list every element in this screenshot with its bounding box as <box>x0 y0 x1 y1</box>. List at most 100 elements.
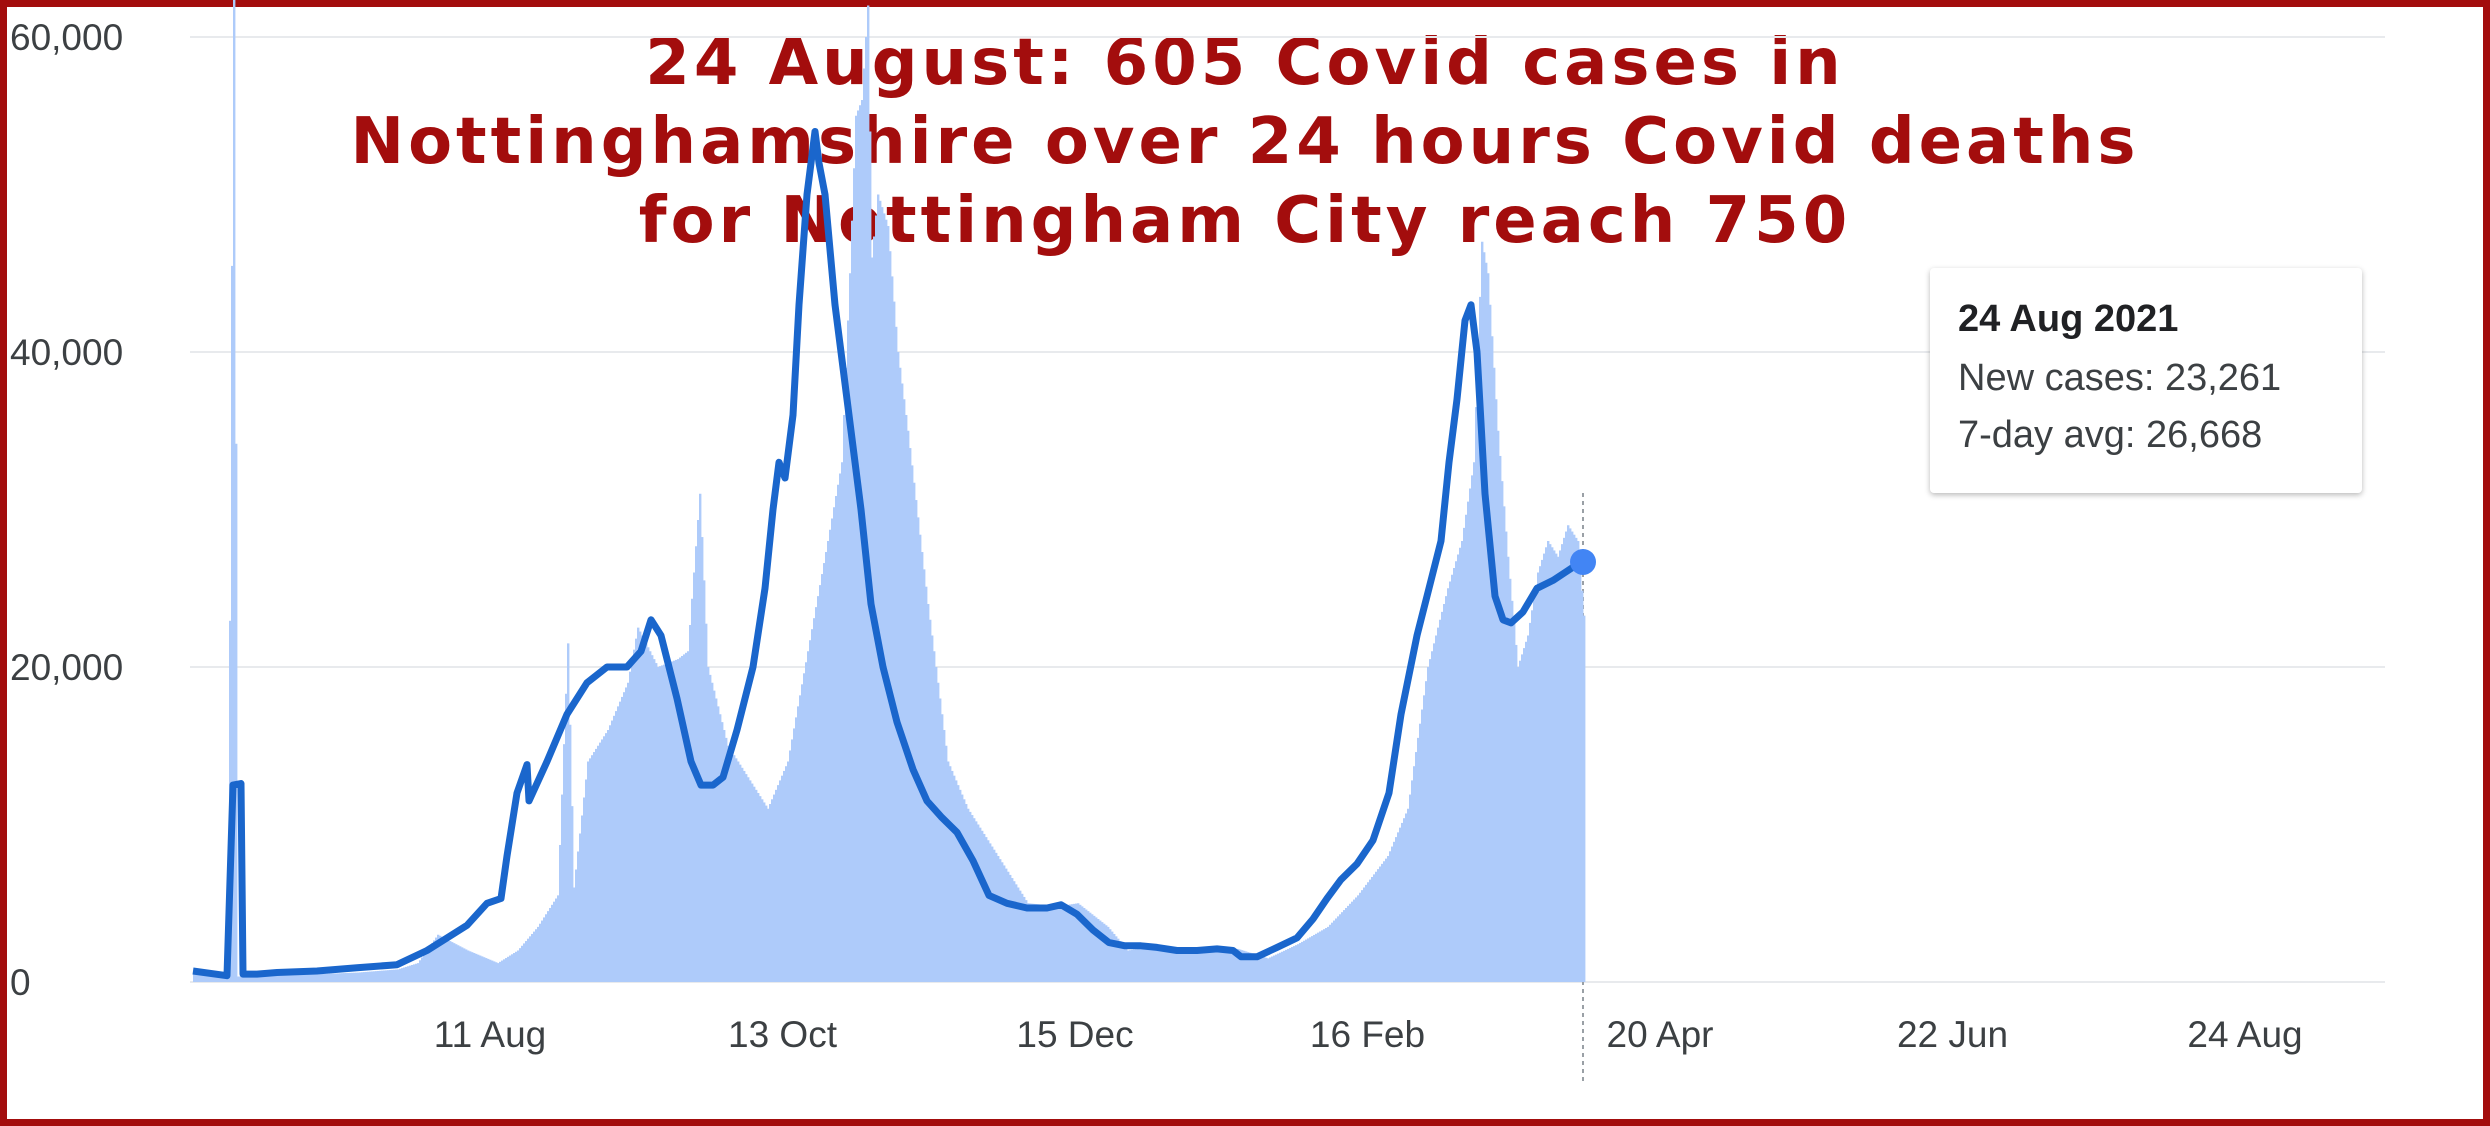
bar-day-97 <box>311 974 314 982</box>
bar-day-289 <box>695 546 698 982</box>
bar-day-224 <box>565 693 568 982</box>
bar-day-258 <box>633 649 636 982</box>
bar-day-204 <box>525 941 528 982</box>
bar-day-538 <box>1193 951 1196 982</box>
bar-day-606 <box>1329 924 1332 982</box>
bar-day-486 <box>1089 912 1092 982</box>
bar-day-203 <box>523 943 526 982</box>
bar-day-655 <box>1427 667 1430 982</box>
bar-day-731 <box>1579 565 1582 982</box>
bar-day-375 <box>867 5 870 982</box>
bar-day-659 <box>1435 635 1438 982</box>
bar-day-540 <box>1197 951 1200 982</box>
bar-day-205 <box>527 938 530 982</box>
bar-day-236 <box>589 758 592 982</box>
bar-day-379 <box>875 215 878 982</box>
bar-day-73 <box>263 975 266 982</box>
bar-day-64 <box>245 976 248 982</box>
bar-day-105 <box>327 973 330 982</box>
bar-day-91 <box>299 974 302 982</box>
bar-day-218 <box>553 901 556 982</box>
bar-day-227 <box>571 806 574 982</box>
bar-day-121 <box>359 972 362 982</box>
bar-day-367 <box>851 220 854 982</box>
bar-day-450 <box>1017 887 1020 982</box>
bar-day-122 <box>361 972 364 982</box>
bar-day-640 <box>1397 832 1400 982</box>
bar-day-327 <box>771 799 774 982</box>
bar-day-123 <box>363 972 366 982</box>
bar-day-287 <box>691 598 694 982</box>
bar-day-285 <box>687 651 690 982</box>
bar-day-612 <box>1341 912 1344 982</box>
bar-day-504 <box>1125 948 1128 982</box>
bar-day-722 <box>1561 544 1564 982</box>
bar-day-605 <box>1327 926 1330 982</box>
bar-day-127 <box>371 971 374 982</box>
bar-day-585 <box>1287 948 1290 982</box>
bar-day-181 <box>479 955 482 982</box>
bar-day-165 <box>447 940 450 982</box>
bar-day-212 <box>541 920 544 982</box>
bar-day-520 <box>1157 949 1160 982</box>
bar-day-45 <box>207 974 210 982</box>
bar-day-65 <box>247 976 250 982</box>
bar-day-533 <box>1183 953 1186 982</box>
bar-day-419 <box>955 780 958 982</box>
bar-day-328 <box>773 794 776 982</box>
bar-day-707 <box>1531 610 1534 982</box>
bar-day-663 <box>1443 604 1446 982</box>
bar-day-503 <box>1123 945 1126 982</box>
bar-day-196 <box>509 955 512 982</box>
bar-day-625 <box>1367 882 1370 982</box>
bar-day-508 <box>1133 949 1136 982</box>
bar-day-393 <box>903 399 906 982</box>
bar-day-491 <box>1099 920 1102 982</box>
bar-day-283 <box>683 654 686 982</box>
bar-day-542 <box>1201 951 1204 982</box>
bar-day-342 <box>801 684 804 982</box>
bar-day-67 <box>251 976 254 982</box>
x-tick-label-4: 20 Apr <box>1607 1014 1714 1055</box>
bar-day-152 <box>421 957 424 982</box>
bar-day-119 <box>355 972 358 982</box>
bar-day-383 <box>883 213 886 982</box>
bar-day-239 <box>595 748 598 982</box>
bar-day-311 <box>739 764 742 982</box>
bar-day-436 <box>989 843 992 982</box>
bar-day-242 <box>601 739 604 982</box>
bar-day-273 <box>663 664 666 982</box>
bar-day-306 <box>729 748 732 982</box>
bar-day-493 <box>1103 923 1106 982</box>
bar-day-50 <box>217 975 220 982</box>
bar-day-428 <box>973 818 976 982</box>
bar-day-535 <box>1187 952 1190 982</box>
bar-day-200 <box>517 950 520 982</box>
bar-day-360 <box>837 484 840 982</box>
bar-day-553 <box>1223 949 1226 982</box>
bar-day-257 <box>631 660 634 982</box>
bar-day-358 <box>833 507 836 982</box>
bar-day-422 <box>961 794 964 982</box>
bar-day-599 <box>1315 933 1318 982</box>
bar-day-307 <box>731 752 734 982</box>
bar-day-345 <box>807 651 810 982</box>
bar-day-228 <box>573 887 576 982</box>
bar-day-565 <box>1247 952 1250 982</box>
bar-day-115 <box>347 972 350 982</box>
bar-day-415 <box>947 761 950 982</box>
bar-day-340 <box>797 706 800 982</box>
bar-day-446 <box>1009 874 1012 982</box>
bar-day-70 <box>257 976 260 982</box>
bar-day-469 <box>1055 906 1058 982</box>
bar-day-134 <box>385 970 388 982</box>
bar-day-303 <box>723 730 726 982</box>
bar-day-249 <box>615 711 618 982</box>
bar-day-198 <box>513 953 516 982</box>
bar-day-725 <box>1567 525 1570 982</box>
chart-title: 24 August: 605 Covid cases in Nottingham… <box>80 24 2410 261</box>
bar-day-517 <box>1151 948 1154 982</box>
bar-day-698 <box>1513 622 1516 982</box>
bar-day-255 <box>627 682 630 982</box>
bar-day-320 <box>757 793 760 982</box>
